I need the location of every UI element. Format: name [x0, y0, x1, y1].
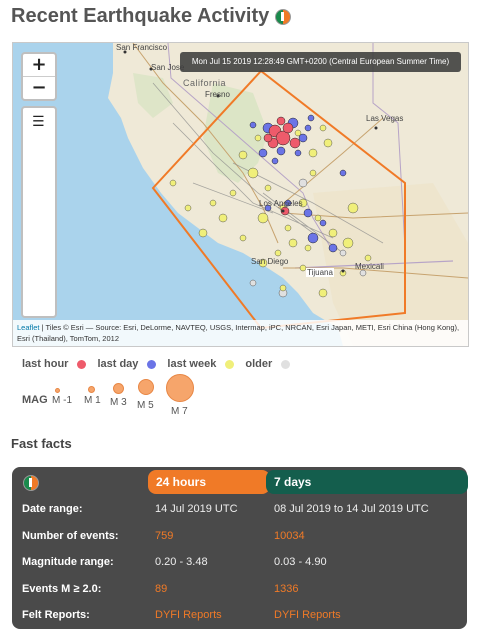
mag-label-m7: M 7 [171, 406, 188, 417]
tab-7-days: 7 days [266, 470, 468, 494]
value-24h-link[interactable]: 759 [155, 530, 174, 542]
map-canvas[interactable] [13, 43, 468, 346]
map-label-tijuana: Tijuana [306, 268, 334, 277]
usgs-logo-icon [23, 475, 39, 491]
value-7d: 08 Jul 2019 to 14 Jul 2019 UTC [274, 503, 429, 515]
value-7d: 0.03 - 4.90 [274, 556, 327, 568]
leaflet-link[interactable]: Leaflet [17, 323, 40, 332]
map-label-san-diego: San Diego [251, 257, 289, 266]
zoom-in-button[interactable]: + [23, 54, 55, 77]
row-label: Date range: [22, 503, 83, 515]
table-row: Date range: 14 Jul 2019 UTC 08 Jul 2019 … [22, 499, 462, 519]
zoom-control: + − [21, 52, 57, 101]
mag-circle-m-minus-1 [55, 388, 60, 393]
page-title-text: Recent Earthquake Activity [11, 5, 270, 27]
row-label: Magnitude range: [22, 556, 114, 568]
dyfi-reports-link-7d[interactable]: DYFI Reports [274, 609, 341, 621]
fast-facts-heading: Fast facts [11, 436, 72, 451]
row-label: Felt Reports: [22, 609, 90, 621]
map-label-california: California [183, 78, 227, 88]
mag-label-m-minus-1: M -1 [52, 395, 72, 406]
value-24h-link[interactable]: 89 [155, 583, 168, 595]
legend-dot-older [281, 359, 291, 369]
highway-2 [277, 117, 384, 209]
zoom-out-button[interactable]: − [31, 77, 47, 98]
legend-label-last-week: last week [167, 358, 217, 370]
age-legend: last hour last day last week older [22, 358, 301, 370]
mag-label-m5: M 5 [137, 400, 154, 411]
mag-circle-m3 [113, 383, 124, 394]
map-label-fresno: Fresno [205, 90, 230, 99]
fast-facts-table: 24 hours 7 days Date range: 14 Jul 2019 … [12, 467, 468, 629]
mag-circle-m1 [88, 386, 95, 393]
map-label-los-angeles: Los Angeles [259, 199, 303, 208]
row-label: Events M ≥ 2.0: [22, 583, 102, 595]
value-24h: 0.20 - 3.48 [155, 556, 208, 568]
fault-lines [152, 82, 384, 254]
table-row: Number of events: 759 10034 [22, 526, 462, 546]
legend-dot-last-week [225, 359, 235, 369]
mag-circle-m7 [166, 374, 194, 402]
table-row: Magnitude range: 0.20 - 3.48 0.03 - 4.90 [22, 552, 462, 572]
land-desert [313, 183, 468, 346]
intl-border [294, 260, 454, 269]
layers-menu-icon[interactable]: ☰ [32, 114, 45, 130]
mag-label-m3: M 3 [110, 397, 127, 408]
mag-legend-label: MAG [22, 394, 48, 406]
land-green-2 [133, 73, 173, 118]
row-label: Number of events: [22, 530, 119, 542]
table-row: Events M ≥ 2.0: 89 1336 [22, 579, 462, 599]
table-row: Felt Reports: DYFI Reports DYFI Reports [22, 605, 462, 625]
legend-label-last-day: last day [97, 358, 139, 370]
state-border-ca-nv [167, 43, 332, 249]
magnitude-legend: MAG M -1 M 1 M 3 M 5 M 7 [22, 374, 242, 420]
map-label-san-jose: San Jose [151, 63, 185, 72]
legend-label-last-hour: last hour [22, 358, 69, 370]
map-label-las-vegas: Las Vegas [366, 114, 404, 123]
usgs-logo-icon[interactable] [275, 8, 292, 25]
mag-circle-m5 [138, 379, 154, 395]
state-border-nv-az [372, 43, 406, 249]
legend-dot-last-day [147, 359, 157, 369]
map-label-san-francisco: San Francisco [116, 43, 168, 52]
last-week-events [169, 124, 372, 298]
value-7d-link[interactable]: 10034 [274, 530, 305, 542]
legend-label-older: older [245, 358, 273, 370]
map-label-mexicali: Mexicali [355, 262, 384, 271]
attribution-text: | Tiles © Esri — Source: Esri, DeLorme, … [17, 323, 460, 343]
page-title: Recent Earthquake Activity [11, 5, 292, 28]
legend-dot-last-hour [77, 359, 87, 369]
map-timestamp-tooltip: Mon Jul 15 2019 12:28:49 GMT+0200 (Centr… [180, 52, 461, 72]
land-green [203, 83, 268, 183]
layers-panel[interactable]: ☰ [21, 106, 57, 318]
earthquake-map[interactable]: San Francisco San Jose California Fresno… [12, 42, 469, 347]
value-24h: 14 Jul 2019 UTC [155, 503, 238, 515]
last-hour-events [263, 116, 301, 216]
tab-24-hours: 24 hours [148, 470, 270, 494]
dyfi-reports-link-24h[interactable]: DYFI Reports [155, 609, 222, 621]
value-7d-link[interactable]: 1336 [274, 583, 299, 595]
mag-label-m1: M 1 [84, 395, 101, 406]
map-attribution: Leaflet | Tiles © Esri — Source: Esri, D… [13, 320, 468, 346]
